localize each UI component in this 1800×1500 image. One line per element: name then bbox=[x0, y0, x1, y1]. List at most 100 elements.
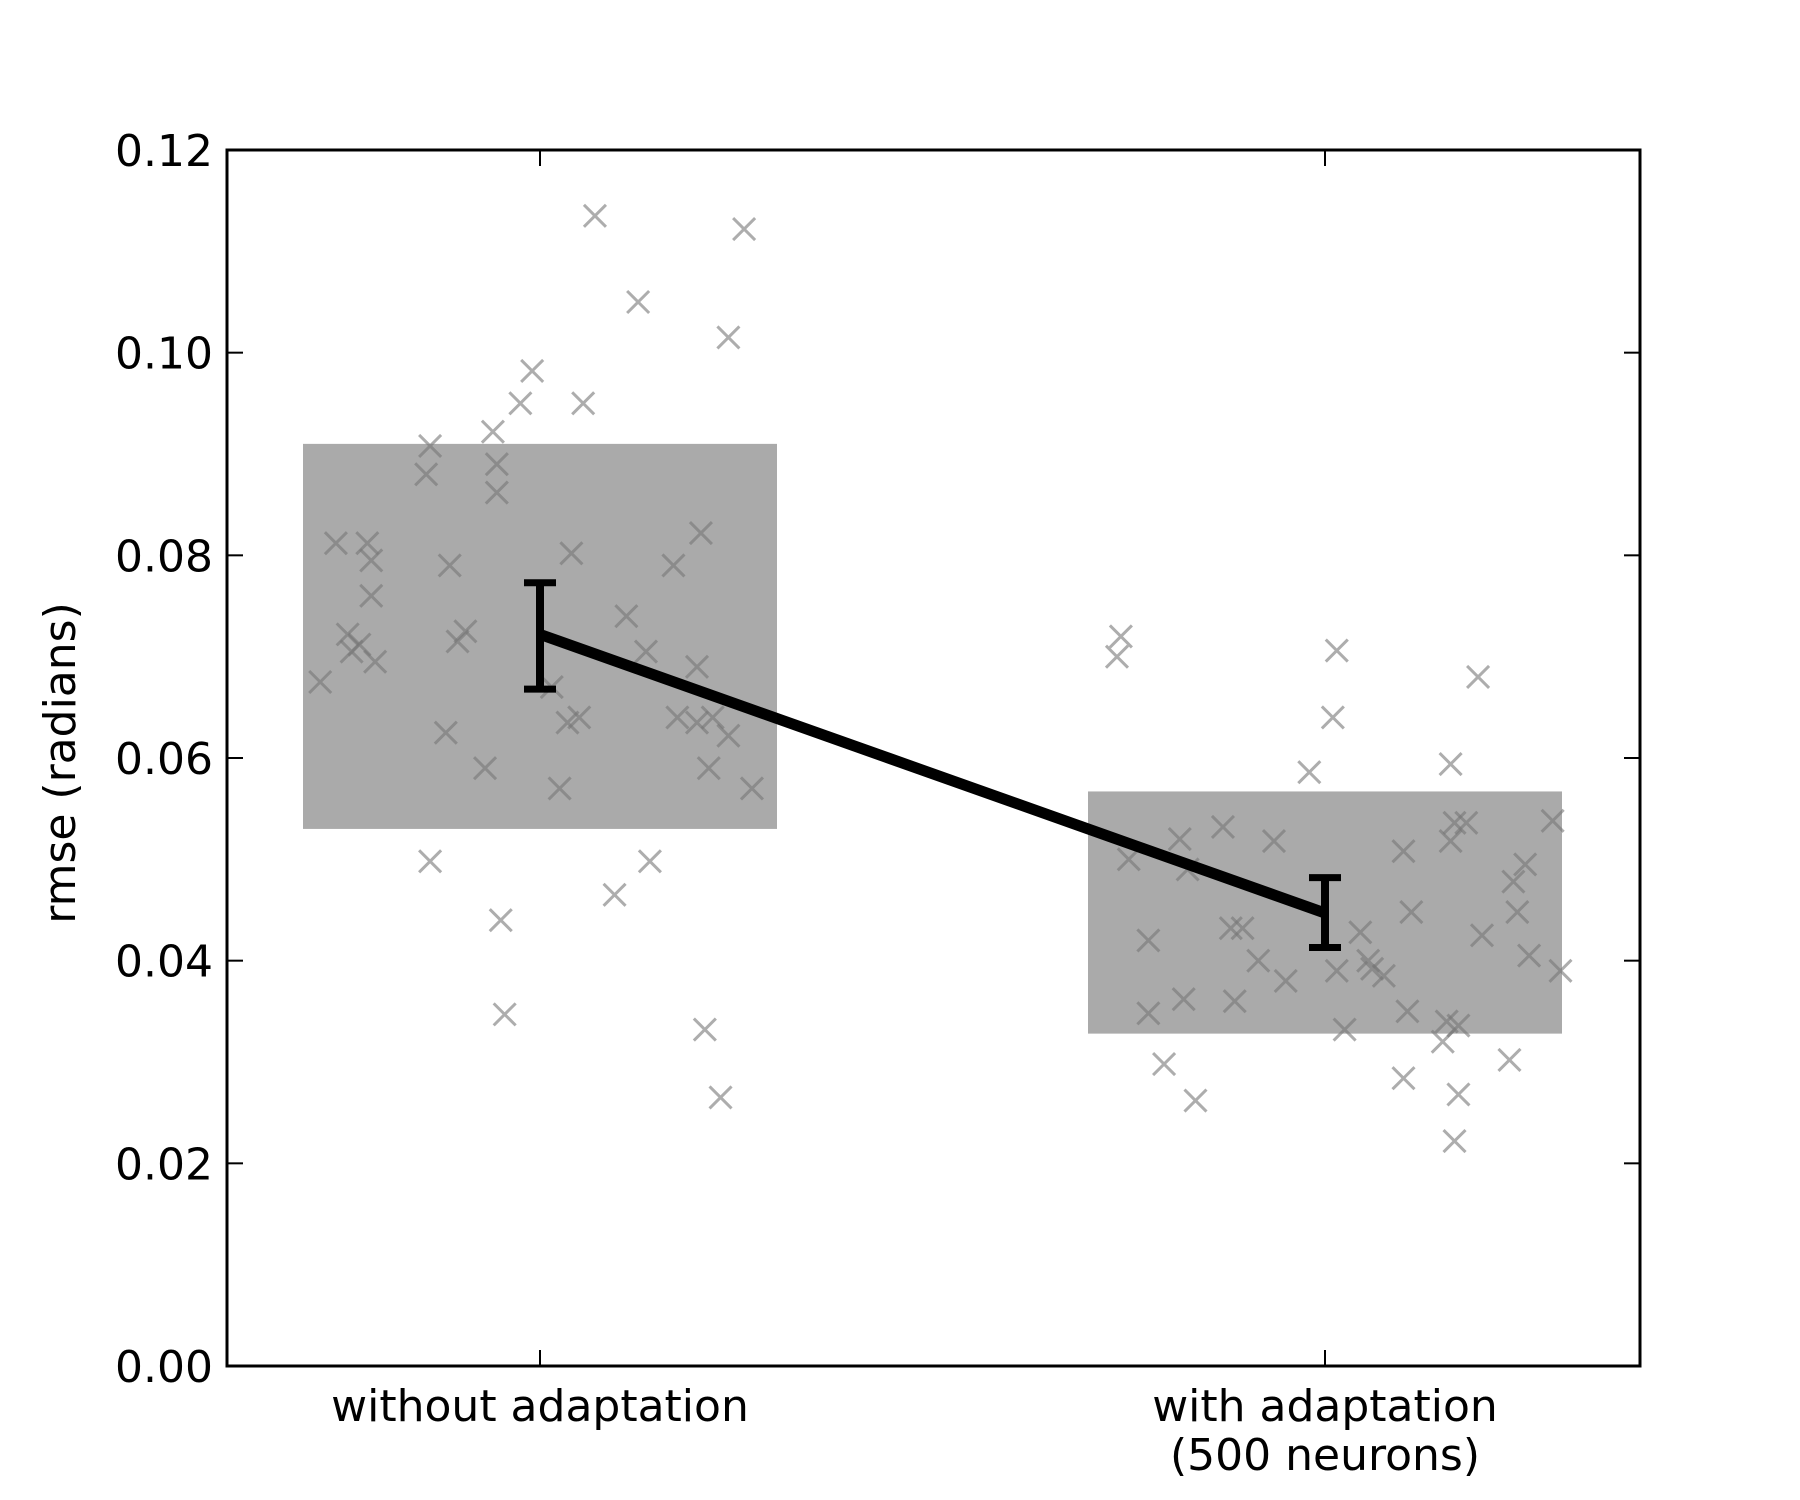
scatter-point bbox=[445, 629, 470, 654]
scatter-point bbox=[1261, 829, 1287, 854]
scatter-point bbox=[1136, 928, 1161, 953]
scatter-point bbox=[1438, 752, 1463, 777]
scatter-point bbox=[472, 756, 498, 781]
scatter-point bbox=[418, 433, 443, 458]
scatter-point bbox=[555, 710, 580, 735]
scatter-point bbox=[637, 849, 662, 874]
scatter-point bbox=[684, 654, 710, 679]
scatter-point bbox=[1513, 852, 1538, 877]
scatter-point bbox=[359, 548, 384, 573]
y-tick-label: 0.08 bbox=[115, 531, 213, 582]
scatter-point bbox=[582, 203, 608, 228]
scatter-point bbox=[1136, 1001, 1161, 1026]
scatter-point bbox=[1116, 847, 1141, 872]
scatter-point bbox=[665, 705, 690, 730]
x-category-label: (500 neurons) bbox=[1170, 1430, 1480, 1481]
y-tick-label: 0.04 bbox=[115, 937, 213, 988]
scatter-point bbox=[363, 649, 388, 674]
scatter-point bbox=[1469, 923, 1495, 948]
scatter-point bbox=[1438, 829, 1463, 854]
scatter-point bbox=[1171, 987, 1196, 1012]
scatter-point bbox=[1497, 1047, 1522, 1073]
scatter-point bbox=[492, 1002, 517, 1027]
scatter-point bbox=[732, 216, 757, 242]
scatter-point bbox=[480, 419, 505, 444]
scatter-point bbox=[1324, 958, 1349, 983]
scatter-point bbox=[484, 452, 509, 477]
scatter-point bbox=[700, 705, 725, 730]
scatter-point bbox=[547, 776, 572, 801]
scatter-point bbox=[571, 391, 596, 416]
scatter-point bbox=[1446, 1013, 1471, 1038]
scatter-point bbox=[520, 358, 545, 383]
scatter-point bbox=[1371, 963, 1396, 988]
scatter-point bbox=[1454, 810, 1479, 835]
y-tick-label: 0.10 bbox=[115, 329, 213, 380]
scatter-point bbox=[684, 710, 710, 735]
scatter-point bbox=[414, 462, 439, 487]
y-tick-label: 0.12 bbox=[115, 126, 213, 177]
scatter-point bbox=[1218, 916, 1243, 941]
scatter-point bbox=[1442, 810, 1467, 835]
scatter-point bbox=[1446, 1082, 1471, 1107]
scatter-point bbox=[359, 583, 384, 608]
x-category-label: without adaptation bbox=[331, 1381, 749, 1432]
x-category-label: with adaptation bbox=[1152, 1381, 1498, 1432]
scatter-point bbox=[488, 908, 513, 933]
scatter-point bbox=[508, 391, 533, 416]
y-tick-label: 0.02 bbox=[115, 1139, 213, 1190]
scatter-point bbox=[1210, 814, 1236, 839]
scatter-point bbox=[602, 882, 627, 907]
scatter-point bbox=[1391, 839, 1416, 864]
scatter-point bbox=[661, 553, 686, 578]
scatter-point bbox=[716, 325, 741, 350]
scatter-point bbox=[437, 553, 462, 578]
scatter-point bbox=[708, 1085, 733, 1110]
axes-layer bbox=[225, 148, 1642, 1368]
bands-layer bbox=[303, 443, 1562, 1034]
scatter-point bbox=[692, 1017, 717, 1042]
scatter-point bbox=[323, 531, 348, 556]
scatter-point bbox=[1517, 943, 1542, 968]
scatter-point bbox=[1548, 958, 1573, 983]
scatter-point bbox=[688, 520, 713, 546]
scatter-point bbox=[1360, 956, 1385, 981]
scatter-point bbox=[308, 669, 333, 695]
mean-line-layer bbox=[524, 579, 1341, 951]
scatter-point bbox=[1395, 999, 1420, 1024]
scatter-point bbox=[1466, 664, 1491, 689]
scatter-point bbox=[1442, 1128, 1467, 1154]
scatter-point bbox=[1108, 624, 1133, 649]
scatter-point bbox=[1540, 808, 1565, 833]
scatter-point bbox=[418, 849, 443, 874]
labels-layer: 0.00 0.02 0.04 0.06 0.08 0.10 0.12 without adap… bbox=[35, 126, 1498, 1481]
scatter-point bbox=[1332, 1017, 1357, 1042]
scatter-point bbox=[1273, 968, 1298, 993]
scatter-point bbox=[1167, 827, 1192, 852]
y-axis-title: rmse (radians) bbox=[35, 602, 86, 923]
scatter-point bbox=[614, 604, 639, 629]
y-tick-label: 0.06 bbox=[115, 734, 213, 785]
scatter-point bbox=[1501, 869, 1526, 894]
scatter-point bbox=[1391, 1066, 1416, 1091]
mean-line bbox=[538, 629, 1327, 919]
scatter-point bbox=[1230, 916, 1255, 941]
scatter-point bbox=[433, 720, 458, 745]
scatter-point bbox=[1324, 638, 1349, 663]
scatter-point bbox=[567, 705, 592, 730]
scatter-point bbox=[696, 756, 721, 781]
scatter-point bbox=[1320, 705, 1345, 730]
scatter-point bbox=[1246, 948, 1271, 973]
scatter-point bbox=[1399, 899, 1424, 925]
scatter-point bbox=[1104, 644, 1130, 669]
scatter-point bbox=[626, 289, 651, 315]
scatter-point bbox=[739, 776, 765, 801]
scatter-point bbox=[559, 541, 584, 566]
scatter-markers-layer bbox=[308, 203, 1573, 1154]
scatter-point bbox=[1297, 760, 1322, 785]
y-tick-label: 0.00 bbox=[115, 1342, 213, 1393]
scatter-point bbox=[633, 639, 659, 664]
scatter-point bbox=[716, 723, 741, 748]
scatter-point bbox=[1505, 899, 1530, 925]
